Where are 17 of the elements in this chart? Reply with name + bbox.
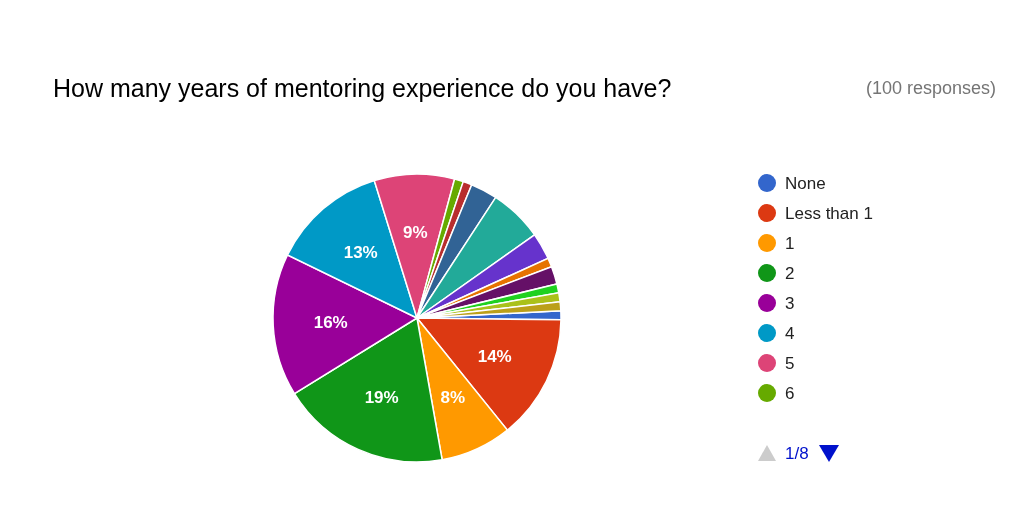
data-label: 19% <box>364 387 399 407</box>
legend-label: 1 <box>785 233 795 253</box>
legend-label: None <box>785 173 826 193</box>
legend-label: 5 <box>785 353 795 373</box>
legend-label: 2 <box>785 263 795 283</box>
chart-title: How many years of mentoring experience do you have? <box>53 74 672 102</box>
data-label: 14% <box>477 346 512 366</box>
data-label: 13% <box>343 243 378 263</box>
data-label: 8% <box>440 387 466 407</box>
data-label: 16% <box>313 313 348 333</box>
data-label: 9% <box>403 222 428 242</box>
legend-label: 3 <box>785 293 795 313</box>
legend-label: 4 <box>785 323 795 343</box>
legend-label: Less than 1 <box>785 203 873 223</box>
text: (100 responses) <box>865 78 996 98</box>
legend-label: 6 <box>785 383 795 403</box>
text: 1/8 <box>785 443 809 463</box>
